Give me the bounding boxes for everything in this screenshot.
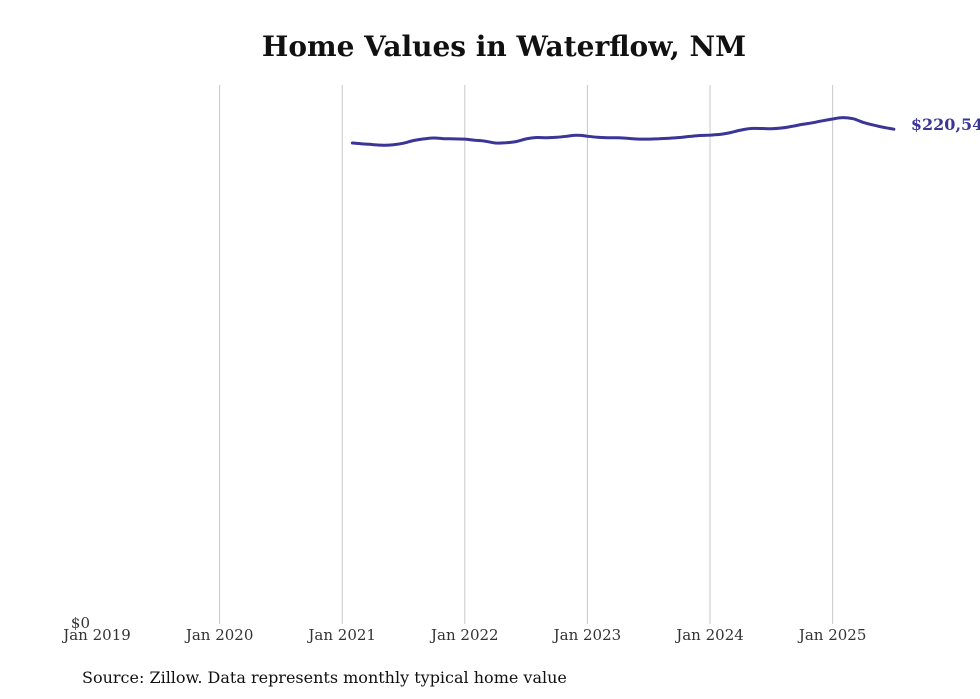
x-tick-label: Jan 2020 (184, 626, 254, 644)
end-value-label: $220,543 (911, 115, 980, 134)
x-tick-label: Jan 2023 (552, 626, 622, 644)
x-tick-label: Jan 2022 (429, 626, 499, 644)
series-layer: $220,543 (350, 115, 980, 147)
x-tick-label: Jan 2021 (306, 626, 376, 644)
x-tick-label: Jan 2025 (797, 626, 867, 644)
x-tick-label: Jan 2019 (61, 626, 131, 644)
chart-title: Home Values in Waterflow, NM (261, 30, 747, 63)
y-tick-label: $0 (71, 614, 90, 632)
gridlines (219, 85, 834, 624)
x-tick-label: Jan 2024 (674, 626, 744, 644)
tick-labels: Jan 2019 Jan 2020 Jan 2021 Jan 2022 Jan 2023… (61, 614, 866, 644)
source-note: Source: Zillow. Data represents monthly … (82, 668, 567, 687)
series-line (350, 116, 896, 147)
